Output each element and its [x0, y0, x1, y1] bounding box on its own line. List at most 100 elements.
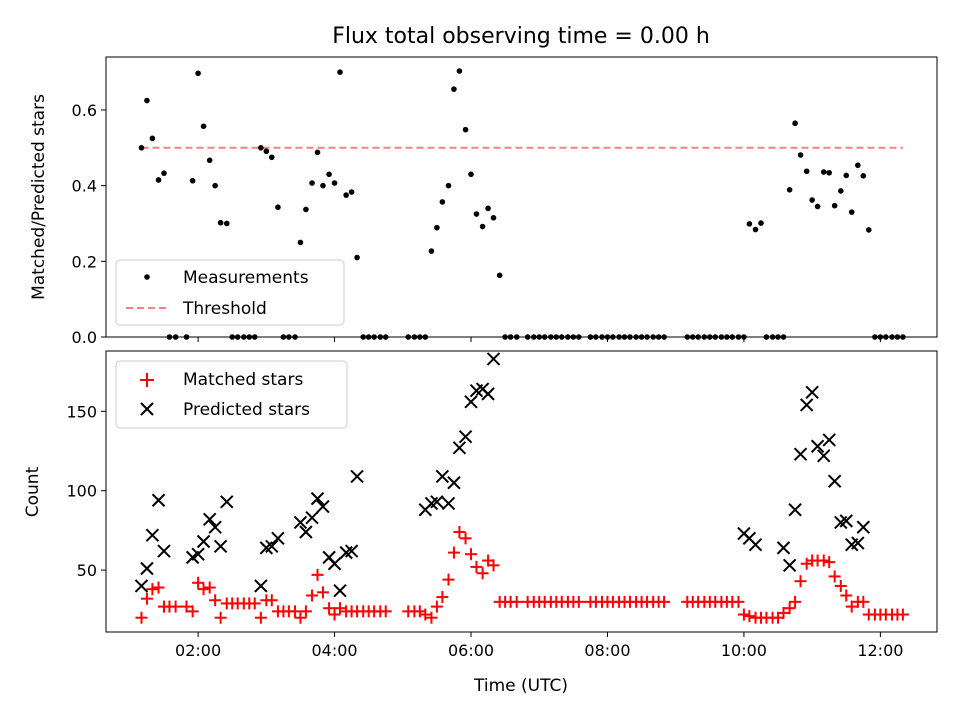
- measurements-point: [843, 172, 850, 179]
- matched-stars-point: [823, 556, 836, 569]
- measurements-point: [217, 219, 224, 226]
- matched-stars-point: [214, 611, 227, 624]
- measurements-point: [223, 220, 230, 227]
- matched-stars-point: [658, 595, 671, 608]
- predicted-stars-point: [202, 512, 217, 526]
- measurements-point: [803, 168, 810, 175]
- measurements-point: [206, 157, 213, 164]
- measurements-point: [860, 173, 867, 179]
- predicted-stars-point: [793, 447, 808, 461]
- predicted-stars-point: [447, 476, 461, 490]
- measurements-point: [797, 152, 804, 158]
- predicted-stars-point: [271, 531, 285, 546]
- matched-stars-point: [328, 608, 341, 621]
- measurements-point: [838, 188, 844, 194]
- measurements-point: [268, 154, 275, 161]
- predicted-stars-point: [213, 539, 228, 553]
- predicted-stars-point: [486, 352, 501, 366]
- bottom-legend: Matched stars Predicted stars: [115, 360, 348, 429]
- measurements-point: [831, 202, 838, 209]
- predicted-stars-point: [822, 433, 836, 447]
- legend-label-threshold: Threshold: [182, 299, 267, 319]
- legend-marker-measurements: [144, 274, 150, 280]
- predicted-stars-point: [435, 469, 450, 484]
- measurements-point: [826, 169, 833, 176]
- top-y-tick-label: 0.2: [72, 252, 97, 271]
- matched-stars-point: [840, 589, 853, 602]
- measurements-point: [752, 226, 759, 233]
- measurements-point: [848, 209, 855, 215]
- measurements-point: [792, 120, 798, 127]
- measurements-point: [814, 203, 821, 210]
- predicted-stars-point: [776, 541, 791, 555]
- measurements-point: [314, 149, 321, 156]
- measurements-point: [490, 215, 497, 221]
- predicted-stars-point: [788, 503, 802, 517]
- measurements-point: [275, 204, 281, 211]
- measurements-point: [343, 192, 349, 198]
- measurements-point: [456, 68, 463, 74]
- matched-stars-point: [197, 583, 210, 596]
- measurements-point: [462, 126, 469, 133]
- predicted-stars-point: [293, 515, 308, 530]
- predicted-stars-point: [310, 491, 325, 506]
- matched-stars-point: [209, 594, 222, 607]
- predicted-stars-point: [452, 441, 467, 455]
- measurements-point: [337, 69, 343, 75]
- x-tick-label: 08:00: [584, 641, 630, 660]
- predicted-stars-point: [464, 395, 478, 409]
- matched-stars-point: [265, 594, 278, 607]
- measurements-point: [428, 248, 435, 254]
- top-axes-frame: [105, 56, 938, 338]
- matched-stars-point: [453, 525, 466, 538]
- matched-stars-point: [430, 600, 443, 613]
- x-axis-label: Time (UTC): [473, 676, 568, 696]
- predicted-stars-point: [196, 534, 211, 549]
- bottom-legend-box: [115, 360, 348, 429]
- top-panel: 0.0 0.2 0.4 0.6 Matched/Predicted stars Mea…: [29, 56, 938, 347]
- predicted-stars-point: [220, 495, 234, 509]
- predicted-stars-point: [140, 561, 154, 576]
- matched-stars-point: [834, 579, 847, 592]
- measurements-point: [473, 211, 480, 217]
- predicted-stars-point: [344, 544, 359, 558]
- measurements-point: [309, 180, 315, 186]
- predicted-stars-point: [327, 557, 342, 571]
- matched-stars-point: [192, 576, 205, 589]
- bottom-y-tick-label: 150: [66, 402, 97, 421]
- predicted-stars-point: [799, 398, 814, 412]
- predicted-stars-point: [134, 579, 149, 593]
- top-y-tick-label: 0.6: [72, 101, 97, 120]
- measurements-point: [746, 221, 753, 227]
- matched-stars-point: [783, 602, 796, 615]
- legend-label-predicted: Predicted stars: [183, 400, 310, 420]
- predicted-stars-point: [350, 469, 364, 484]
- matched-stars-point: [828, 570, 841, 583]
- predicted-stars-point: [157, 544, 171, 558]
- predicted-stars-point: [265, 539, 279, 553]
- matched-stars-point: [510, 595, 523, 608]
- measurements-point: [485, 205, 491, 212]
- matched-stars-point: [743, 610, 756, 623]
- legend-marker-matched: [140, 373, 154, 387]
- legend-label-measurements: Measurements: [183, 268, 309, 288]
- measurements-point: [820, 169, 827, 175]
- matched-stars-point: [180, 600, 193, 613]
- measurements-point: [138, 145, 145, 151]
- matched-stars-point: [794, 575, 807, 588]
- matched-stars-point: [146, 583, 159, 596]
- matched-stars-point: [442, 573, 455, 586]
- x-tick-label: 10:00: [721, 641, 767, 660]
- x-tick-label: 06:00: [448, 641, 494, 660]
- measurements-point: [348, 189, 355, 195]
- measurements-point: [326, 171, 332, 178]
- matched-stars-point: [845, 600, 858, 613]
- matched-stars-point: [857, 595, 870, 608]
- measurements-point: [149, 135, 156, 142]
- top-y-axis-label: Matched/Predicted stars: [29, 94, 49, 300]
- matched-stars-point: [817, 554, 830, 567]
- measurements-point: [855, 162, 861, 169]
- predicted-stars-point: [430, 495, 444, 509]
